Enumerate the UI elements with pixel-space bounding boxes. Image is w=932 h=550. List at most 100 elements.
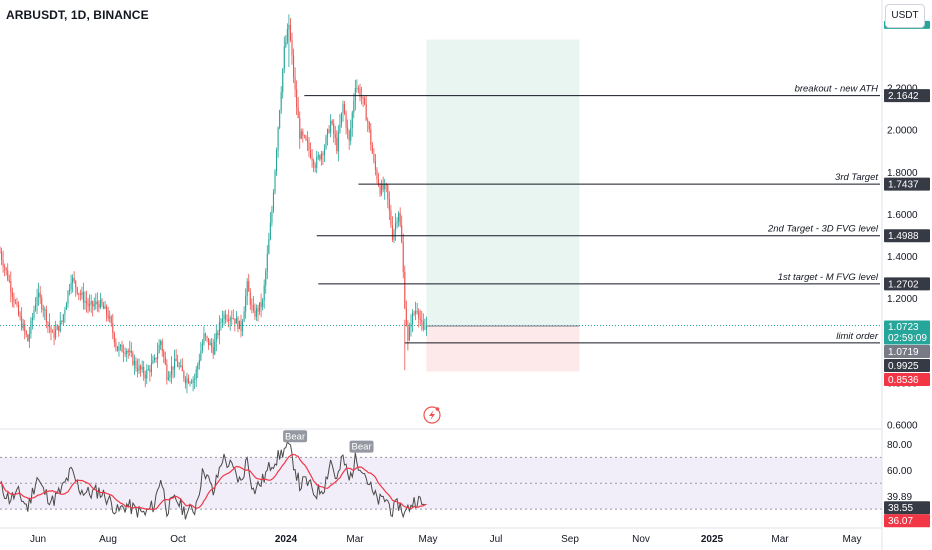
candle-body <box>342 104 344 113</box>
candle-body <box>280 92 282 111</box>
candle-body <box>79 293 81 296</box>
rsi-line[interactable] <box>0 440 427 520</box>
candle-body <box>328 129 330 133</box>
candle-body <box>181 365 183 372</box>
candle-body <box>263 285 265 301</box>
candle-body <box>136 368 139 372</box>
candle-body <box>240 320 242 331</box>
candle-body <box>116 346 118 351</box>
candle-body <box>286 28 288 42</box>
candle-body <box>424 329 426 330</box>
candle-body <box>371 145 373 154</box>
candle-body <box>255 308 258 317</box>
candle-body <box>2 259 4 267</box>
candle-body <box>296 89 298 108</box>
candle-body <box>228 319 230 321</box>
bear-label: Bear <box>351 442 371 453</box>
currency-button[interactable]: USDT <box>885 4 925 28</box>
candle-body <box>268 239 270 254</box>
candle-body <box>150 363 152 372</box>
candle-body <box>201 343 203 352</box>
candle-body <box>313 160 315 166</box>
time-tick-label: Jun <box>30 534 46 545</box>
candle-body <box>343 104 346 114</box>
candle-body <box>87 303 89 306</box>
candle-body <box>204 333 207 337</box>
candle-body <box>34 304 37 311</box>
candle-body <box>354 88 356 101</box>
candle-body <box>299 118 301 139</box>
candle-body <box>157 352 159 360</box>
candle-body <box>109 316 111 319</box>
symbol-title[interactable]: ARBUSDT, 1D, BINANCE <box>6 8 149 22</box>
candle-body <box>306 139 309 143</box>
candle-body <box>93 304 95 307</box>
candle-body <box>242 321 244 331</box>
candle-body <box>39 292 41 299</box>
candle-body <box>177 361 179 367</box>
candle-body <box>147 369 149 370</box>
candle-body <box>127 350 129 353</box>
candle-body <box>82 292 84 303</box>
time-tick-label: Mar <box>346 534 364 545</box>
countdown-badge: 02:59:09 <box>888 333 927 344</box>
candle-body <box>336 137 338 152</box>
candle-body <box>407 325 409 341</box>
candle-body <box>374 161 376 170</box>
limit-price-badge-box <box>884 345 930 359</box>
candle-body <box>22 324 24 329</box>
candle-body <box>370 129 372 146</box>
bear-label-box <box>349 440 374 453</box>
candle-body <box>41 298 43 309</box>
candle-body <box>203 333 205 344</box>
candle-body <box>112 323 114 334</box>
candle-body <box>98 304 100 308</box>
candle-body <box>320 153 322 160</box>
candle-body <box>248 281 250 292</box>
candle-body <box>319 155 321 160</box>
price-tick-label: 1.4000 <box>887 252 918 263</box>
candle-body <box>189 382 191 384</box>
candle-body <box>178 366 180 367</box>
rsi-axis[interactable]: 80.00 60.00 39.89 <box>887 440 912 503</box>
time-axis[interactable]: Jun Aug Oct 2024 Mar May Jul Sep Nov 2025 Mar May <box>30 534 862 545</box>
candle-body <box>72 277 74 283</box>
current-price-badge: 1.0723 <box>888 322 919 333</box>
candle-body <box>421 319 423 322</box>
target-zone[interactable] <box>426 39 580 327</box>
candle-body <box>161 341 163 352</box>
candle-body <box>78 293 80 295</box>
candle-body <box>187 378 190 383</box>
candle-body <box>0 252 1 254</box>
candle-body <box>25 331 27 335</box>
candle-body <box>75 280 77 288</box>
candle-body <box>229 318 231 321</box>
candle-body <box>399 212 401 226</box>
stop-zone[interactable] <box>426 326 580 372</box>
candle-body <box>232 318 234 320</box>
candle-body <box>308 142 310 151</box>
candle-body <box>107 314 109 319</box>
rsi-moving-average-line[interactable] <box>0 453 427 511</box>
candle-body <box>81 292 83 296</box>
candle-body <box>294 76 296 90</box>
candle-body <box>45 309 47 323</box>
candle-body <box>274 170 276 193</box>
rsi-ma-value-badge-box <box>884 514 930 528</box>
time-tick-label: Sep <box>561 534 579 545</box>
candle-body <box>186 378 188 384</box>
candle-body <box>396 221 398 223</box>
limit-order-label: limit order <box>836 331 879 342</box>
candle-body <box>36 296 38 305</box>
candle-body <box>102 305 105 309</box>
third-target-price-badge: 1.7437 <box>888 180 919 191</box>
candle-body <box>121 344 123 353</box>
candle-body <box>225 314 227 320</box>
candlestick-series <box>0 14 427 394</box>
candle-body <box>42 308 44 311</box>
replay-lightning-button[interactable] <box>423 406 441 424</box>
candle-body <box>418 310 420 319</box>
stop-label-badge-box <box>884 359 930 373</box>
